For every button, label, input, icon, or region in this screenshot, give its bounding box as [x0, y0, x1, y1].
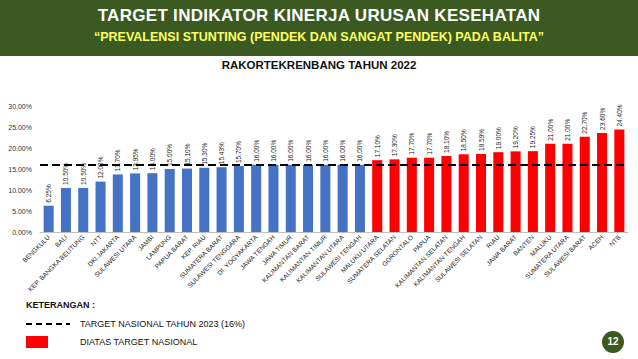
svg-text:KALIMANTAN TIMUR: KALIMANTAN TIMUR	[278, 233, 328, 284]
html-text:12: 12	[607, 336, 619, 347]
svg-text:30.00%: 30.00%	[8, 103, 32, 110]
svg-text:17.70%: 17.70%	[408, 132, 415, 154]
svg-text:GORONTALO: GORONTALO	[380, 234, 414, 268]
html-text:TARGET NASIONAL TAHUN 2023 (16: TARGET NASIONAL TAHUN 2023 (16%)	[80, 319, 246, 329]
svg-text:0.00%: 0.00%	[12, 229, 32, 236]
html-text:TARGET INDIKATOR KINERJA URUSA: TARGET INDIKATOR KINERJA URUSAN KESEHATA…	[97, 6, 541, 25]
svg-text:16.00%: 16.00%	[305, 140, 312, 162]
svg-text:10.00%: 10.00%	[8, 187, 32, 194]
svg-text:JAWA TIMUR: JAWA TIMUR	[260, 233, 294, 267]
svg-text:JAWA BARAT: JAWA BARAT	[484, 233, 519, 267]
svg-text:10.50%: 10.50%	[62, 162, 70, 185]
svg-text:22.70%: 22.70%	[581, 111, 588, 133]
svg-text:15.10%: 15.10%	[184, 143, 191, 165]
svg-text:SULAWESI UTARA: SULAWESI UTARA	[93, 233, 138, 278]
svg-text:15.00%: 15.00%	[8, 166, 32, 173]
svg-text:15.70%: 15.70%	[235, 141, 242, 163]
svg-text:19.00%: 19.00%	[495, 127, 502, 149]
svg-text:13.70%: 13.70%	[114, 149, 121, 171]
html-text:DIATAS TARGET NASIONAL: DIATAS TARGET NASIONAL	[80, 337, 198, 347]
svg-text:25.00%: 25.00%	[8, 124, 32, 131]
svg-text:MALUKU UTARA: MALUKU UTARA	[339, 233, 380, 275]
svg-text:15.00%: 15.00%	[166, 144, 173, 166]
svg-text:16.00%: 16.00%	[253, 140, 260, 162]
svg-text:MALUKU: MALUKU	[528, 233, 553, 258]
html-text:RAKORTEKRENBANG TAHUN 2022: RAKORTEKRENBANG TAHUN 2022	[221, 59, 417, 71]
svg-text:NTB: NTB	[608, 234, 622, 248]
svg-text:16.00%: 16.00%	[270, 140, 277, 162]
svg-text:BALI: BALI	[54, 233, 69, 248]
svg-text:RIAU: RIAU	[484, 233, 501, 250]
svg-text:ACEH: ACEH	[587, 233, 605, 251]
svg-text:DKI JAKARTA: DKI JAKARTA	[86, 233, 121, 268]
svg-text:KEP. RIAU: KEP. RIAU	[179, 233, 207, 261]
svg-text:KALIMANTAN UTARA: KALIMANTAN UTARA	[294, 233, 346, 284]
svg-text:23.60%: 23.60%	[599, 108, 606, 130]
svg-text:PAPUA BARAT: PAPUA BARAT	[153, 233, 190, 270]
svg-text:DI. YOGYAKARTA: DI. YOGYAKARTA	[215, 233, 259, 277]
svg-text:12.00%: 12.00%	[97, 156, 104, 178]
svg-text:SULAWESI BARAT: SULAWESI BARAT	[543, 234, 588, 279]
svg-text:SUMATERA UTARA: SUMATERA UTARA	[523, 233, 570, 280]
svg-text:NTT: NTT	[89, 234, 103, 248]
svg-text:BENGKULU: BENGKULU	[21, 233, 51, 263]
svg-text:10.50%: 10.50%	[79, 162, 87, 185]
svg-text:18.50%: 18.50%	[460, 129, 467, 151]
svg-text:16.00%: 16.00%	[287, 140, 294, 162]
html-text:“PREVALENSI STUNTING (PENDEK D: “PREVALENSI STUNTING (PENDEK DAN SANGAT …	[94, 30, 544, 44]
svg-text:SULAWESI TENGGARA: SULAWESI TENGGARA	[186, 233, 242, 289]
svg-text:KALIMANTAN TENGAH: KALIMANTAN TENGAH	[412, 233, 467, 288]
svg-text:18.10%: 18.10%	[443, 131, 450, 153]
svg-text:19.25%: 19.25%	[529, 126, 536, 148]
svg-text:5.00%: 5.00%	[12, 208, 32, 215]
svg-text:21.00%: 21.00%	[564, 119, 571, 141]
svg-text:16.00%: 16.00%	[339, 140, 346, 162]
svg-text:KEP. BANGKA BELITUNG: KEP. BANGKA BELITUNG	[27, 234, 86, 293]
svg-text:SULAWESI TENGAH: SULAWESI TENGAH	[313, 233, 363, 283]
svg-text:SULAWESI SELATAN: SULAWESI SELATAN	[434, 233, 484, 283]
svg-text:SUMATERA BARAT: SUMATERA BARAT	[178, 233, 225, 280]
svg-text:SUMATERA SELATAN: SUMATERA SELATAN	[345, 233, 397, 285]
svg-text:PAPUA: PAPUA	[411, 233, 432, 254]
svg-text:KALIMANTAN BARAT: KALIMANTAN BARAT	[260, 233, 311, 284]
svg-text:17.30%: 17.30%	[391, 134, 398, 156]
svg-text:LAMPUNG: LAMPUNG	[144, 233, 173, 262]
svg-text:18.59%: 18.59%	[478, 129, 485, 151]
svg-text:24.40%: 24.40%	[616, 104, 623, 126]
svg-text:JAWA TENGAH: JAWA TENGAH	[238, 233, 276, 271]
svg-text:BANTEN: BANTEN	[511, 233, 536, 258]
svg-text:21.00%: 21.00%	[547, 119, 554, 141]
svg-text:14.00%: 14.00%	[149, 148, 156, 170]
svg-text:15.30%: 15.30%	[201, 142, 208, 164]
svg-text:KALIMANTAN SELATAN: KALIMANTAN SELATAN	[393, 233, 449, 289]
svg-text:6.25%: 6.25%	[45, 184, 52, 203]
html-text:KETERANGAN :: KETERANGAN :	[26, 300, 95, 310]
svg-text:JAMBI: JAMBI	[136, 233, 155, 252]
svg-text:15.43%: 15.43%	[218, 142, 225, 164]
svg-text:17.10%: 17.10%	[374, 135, 381, 157]
svg-text:16.00%: 16.00%	[356, 140, 363, 162]
svg-text:17.70%: 17.70%	[426, 132, 433, 154]
svg-text:20.00%: 20.00%	[8, 145, 32, 152]
svg-text:16.00%: 16.00%	[322, 140, 329, 162]
svg-text:13.95%: 13.95%	[132, 148, 139, 170]
svg-text:19.20%: 19.20%	[512, 126, 519, 148]
